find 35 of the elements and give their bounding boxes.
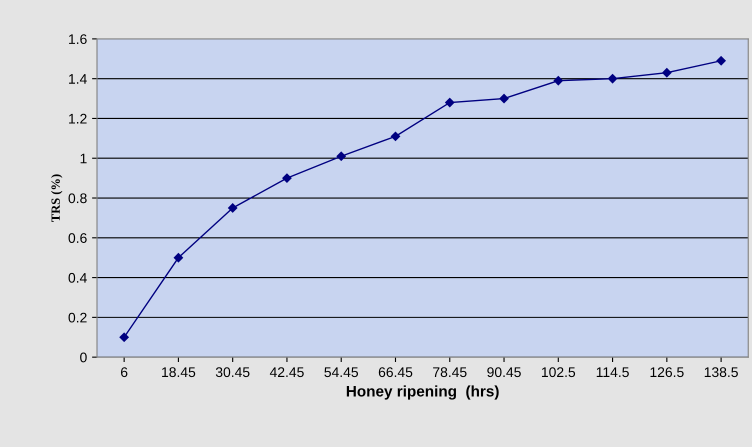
point: [282, 174, 292, 183]
y-tick-label: 1: [80, 154, 87, 164]
point: [228, 203, 238, 213]
x-axis-title: Honey ripening (hrs): [346, 385, 499, 400]
x-tick-label: 78.45: [433, 367, 467, 378]
y-axis-title: TRS (%): [51, 174, 62, 222]
y-tick-label: 1.6: [69, 34, 87, 44]
point: [716, 56, 726, 66]
point: [390, 132, 400, 141]
x-tick-label: 30.45: [216, 367, 250, 378]
point: [336, 152, 346, 161]
y-tick-label: 1.2: [69, 114, 87, 124]
y-tick-label: 0.6: [68, 233, 87, 243]
point: [554, 76, 563, 86]
y-tick-label: 1.4: [69, 74, 87, 84]
point: [445, 98, 454, 108]
y-tick-label: 0.2: [68, 312, 87, 323]
x-tick-label: 6: [120, 367, 128, 378]
x-tick-label: 102.5: [542, 367, 576, 378]
x-tick-label: 66.45: [378, 367, 412, 378]
x-tick-label: 42.45: [270, 367, 304, 378]
x-tick-label: 138.5: [704, 367, 738, 378]
y-tick-label: 0.8: [68, 193, 87, 204]
point: [608, 74, 618, 84]
x-tick-label: 126.5: [650, 367, 684, 378]
x-tick-label: 90.45: [487, 367, 521, 378]
x-tick-label: 18.45: [162, 367, 196, 378]
y-tick-label: 0.4: [68, 272, 87, 283]
x-tick-label: 54.45: [324, 367, 358, 378]
point: [499, 94, 509, 104]
y-tick-label: 0: [80, 352, 87, 362]
point: [174, 253, 184, 262]
x-tick-label: 114.5: [596, 367, 629, 378]
point: [120, 332, 129, 342]
point: [662, 68, 672, 78]
